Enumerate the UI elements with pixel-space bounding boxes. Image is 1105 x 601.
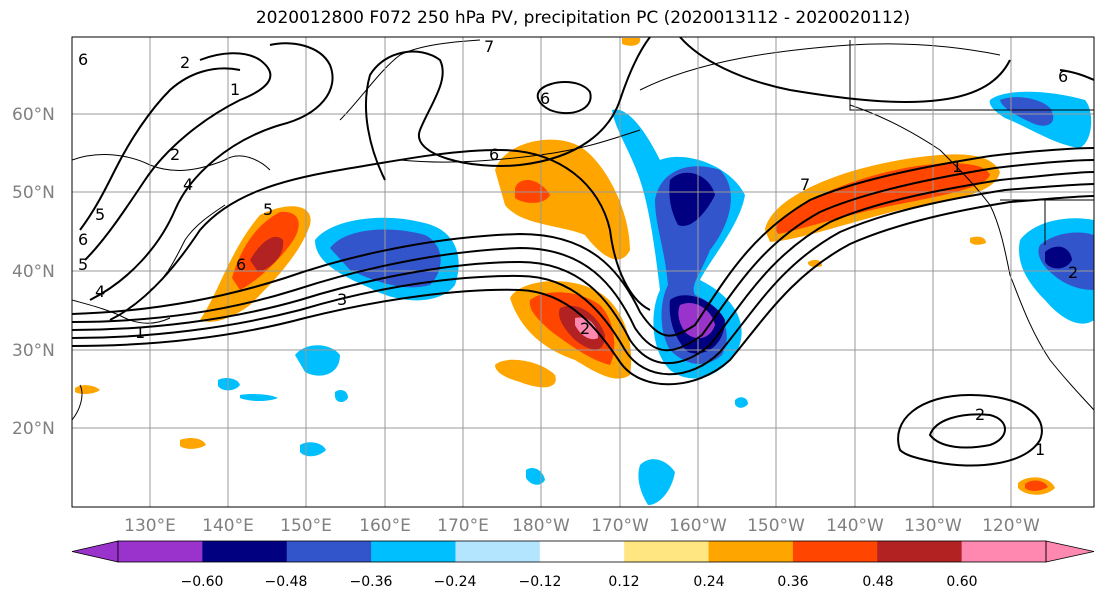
contour-label: 6	[1058, 67, 1068, 86]
contour-label: 5	[95, 205, 105, 224]
precip-shading	[75, 38, 1094, 505]
lat-label: 30°N	[12, 341, 55, 361]
contour-label: 5	[78, 255, 88, 274]
lat-label: 40°N	[12, 262, 55, 282]
lon-label: 160°W	[669, 516, 727, 536]
contour-label: 7	[800, 175, 810, 194]
lon-label: 150°E	[280, 516, 332, 536]
pv-contours	[72, 37, 1094, 467]
colorbar-extend-low	[71, 540, 119, 563]
lat-label: 60°N	[12, 105, 55, 125]
colorbar-segment	[792, 541, 878, 562]
lon-label: 170°E	[437, 516, 489, 536]
colorbar-tick-label: 0.24	[693, 574, 724, 590]
lon-label: 120°W	[982, 516, 1040, 536]
colorbar-tick-label: 0.48	[862, 574, 893, 590]
contour-label: 1	[135, 323, 145, 342]
lon-label: 170°W	[591, 516, 649, 536]
colorbar-tick-labels: −0.60 −0.48 −0.36 −0.24 −0.12 0.12 0.24 …	[181, 574, 978, 590]
lon-label: 130°W	[904, 516, 962, 536]
contour-label: 1	[952, 157, 962, 176]
colorbar-segment	[455, 541, 541, 562]
colorbar-tick-label: −0.60	[181, 574, 224, 590]
contour-label: 7	[484, 37, 494, 56]
contour-label: 2	[975, 405, 985, 424]
lon-label: 140°E	[202, 516, 254, 536]
contour-label: 1	[230, 80, 240, 99]
contour-labels: 1 2 2 3 4 4 5 5 6 6 6 7 7 6 5 6 1 2 2 1 …	[78, 37, 1078, 459]
contour-label: 2	[580, 319, 590, 338]
contour-label: 6	[540, 89, 550, 108]
colorbar-segment	[961, 541, 1047, 562]
contour-label: 6	[78, 230, 88, 249]
colorbar-segment	[371, 541, 456, 562]
colorbar-tick-label: 0.60	[946, 574, 977, 590]
colorbar-tick-label: −0.48	[265, 574, 308, 590]
map-frame	[71, 36, 1095, 508]
longitude-labels: 130°E 140°E 150°E 160°E 170°E 180°W 170°…	[124, 516, 1040, 536]
contour-label: 6	[489, 145, 499, 164]
lat-label: 50°N	[12, 183, 55, 203]
contour-label: 6	[236, 255, 246, 274]
contour-label: 3	[337, 290, 347, 309]
colorbar	[71, 540, 1095, 563]
lon-label: 140°W	[826, 516, 884, 536]
lon-label: 160°E	[359, 516, 411, 536]
contour-label: 6	[78, 50, 88, 69]
colorbar-tick-label: −0.36	[350, 574, 393, 590]
colorbar-tick-label: −0.12	[519, 574, 562, 590]
lon-label: 130°E	[124, 516, 176, 536]
contour-label: 5	[263, 200, 273, 219]
colorbar-extend-high	[1045, 540, 1095, 563]
colorbar-tick-label: 0.12	[608, 574, 639, 590]
colorbar-segment	[118, 541, 203, 562]
lat-label: 20°N	[12, 419, 55, 439]
colorbar-segment	[202, 541, 288, 562]
colorbar-segment	[539, 541, 625, 562]
colorbar-segment	[708, 541, 794, 562]
colorbar-frame	[117, 540, 1047, 563]
lon-label: 150°W	[747, 516, 805, 536]
colorbar-tick-label: −0.24	[434, 574, 477, 590]
contour-label: 2	[1068, 263, 1078, 282]
contour-label: 2	[180, 53, 190, 72]
map-content: 1 2 2 3 4 4 5 5 6 6 6 7 7 6 5 6 1 2 2 1 …	[72, 37, 1094, 507]
colorbar-segment	[877, 541, 963, 562]
colorbar-segment	[286, 541, 372, 562]
colorbar-segment	[624, 541, 710, 562]
contour-label: 4	[95, 282, 105, 301]
positive-anomaly-aleutian	[495, 139, 630, 260]
contour-label: 2	[170, 145, 180, 164]
colorbar-tick-label: 0.36	[777, 574, 808, 590]
lon-label: 180°W	[512, 516, 570, 536]
map-title: 2020012800 F072 250 hPa PV, precipitatio…	[255, 8, 911, 28]
contour-label: 4	[183, 175, 193, 194]
coastlines	[72, 39, 1094, 421]
contour-label: 1	[1035, 440, 1045, 459]
latitude-labels: 60°N 50°N 40°N 30°N 20°N	[12, 105, 55, 439]
